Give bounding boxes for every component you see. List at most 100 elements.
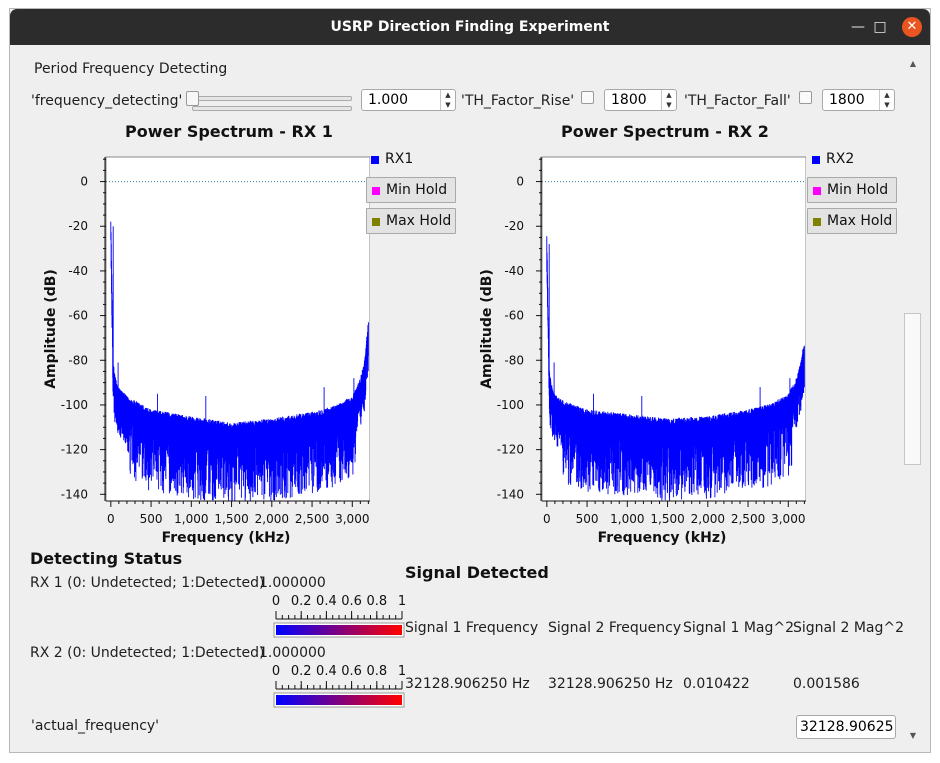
scale-tick-label: 0.6 (341, 664, 362, 679)
y-tick-label: -40 (68, 264, 88, 278)
x-tick-label: 1,000 (610, 512, 644, 526)
signal-detected-heading: Signal Detected (405, 563, 549, 582)
x-tick-label: 3,000 (335, 512, 369, 526)
y-axis-title: Amplitude (dB) (479, 269, 495, 389)
legend-label: RX2 (826, 151, 855, 167)
actual-frequency-value: 32128.90625 (800, 719, 894, 735)
y-tick-label: -100 (61, 398, 88, 412)
y-tick-label: 0 (516, 175, 524, 189)
scale-tick-label: 0.8 (366, 594, 387, 609)
legend-swatch (813, 187, 821, 195)
scale-tick-label: 0 (272, 664, 280, 679)
th-rise-checkbox[interactable] (581, 91, 594, 104)
y-axis-title: Amplitude (dB) (43, 269, 59, 389)
legend-min-hold-rx1[interactable]: Min Hold (366, 177, 456, 203)
scale-tick-label: 1 (398, 664, 406, 679)
level-bar-fill (276, 625, 402, 635)
legend-max-hold-rx2[interactable]: Max Hold (807, 208, 897, 234)
signal2-frequency-header: Signal 2 Frequency (548, 620, 682, 636)
rx2-spectrum-plot[interactable]: 0 -20 -40 -60 -80 -100 -120 -140 0 500 1,000 1,500 2… (460, 145, 806, 555)
signal1-mag-header: Signal 1 Mag^2 (683, 620, 794, 636)
vertical-scrollbar[interactable]: ▲ ▼ (904, 57, 922, 747)
y-tick-label: -120 (61, 443, 88, 457)
scale-tick-label: 0.4 (316, 594, 337, 609)
scrollbar-thumb[interactable] (904, 313, 921, 465)
detecting-status-heading: Detecting Status (30, 549, 183, 568)
th-rise-spinbox[interactable]: 1800 ▲ ▼ (604, 89, 677, 111)
minimize-icon[interactable]: — (851, 19, 865, 35)
signal1-frequency-value: 32128.906250 Hz (405, 676, 530, 692)
scale-tick-label: 0.6 (341, 594, 362, 609)
legend-swatch (813, 218, 821, 226)
signal2-mag-header: Signal 2 Mag^2 (793, 620, 904, 636)
x-tick-label: 2,000 (255, 512, 289, 526)
spectrum-trace-RX2 (546, 236, 805, 501)
x-tick-label: 2,000 (691, 512, 725, 526)
maximize-icon[interactable]: □ (873, 19, 887, 35)
slider-groove-lower (192, 106, 352, 111)
frequency-detecting-value: 1.000 (368, 92, 409, 108)
y-tick-label: -60 (68, 309, 88, 323)
legend-label: Max Hold (386, 213, 452, 229)
spin-arrows-icon[interactable]: ▲ ▼ (440, 90, 455, 110)
x-tick-label: 1,500 (214, 512, 248, 526)
legend-max-hold-rx1[interactable]: Max Hold (366, 208, 456, 234)
x-tick-label: 500 (140, 512, 163, 526)
scale-tick-label: 0.2 (291, 664, 312, 679)
scale-tick-label: 1 (398, 594, 406, 609)
y-tick-label: -80 (68, 353, 88, 367)
spin-arrows-icon[interactable]: ▲ ▼ (879, 90, 894, 110)
y-tick-label: -40 (504, 264, 524, 278)
x-axis-title: Frequency (kHz) (598, 530, 727, 546)
slider-handle[interactable] (186, 91, 199, 106)
slider-groove (192, 96, 352, 101)
rx1-status-value: 1.000000 (259, 575, 326, 591)
scroll-up-icon[interactable]: ▲ (909, 59, 917, 68)
y-tick-label: -80 (504, 353, 524, 367)
legend-rx1[interactable]: RX1 (366, 147, 456, 173)
legend-label: Max Hold (827, 213, 893, 229)
rx1-spectrum-plot[interactable]: 0 -20 -40 -60 -80 -100 -120 -140 0 500 1,000 1,500 2… (24, 145, 370, 555)
x-tick-label: 2,500 (731, 512, 765, 526)
th-rise-label: 'TH_Factor_Rise' (461, 93, 575, 109)
y-tick-label: -140 (61, 487, 88, 501)
x-tick-label: 0 (107, 512, 115, 526)
y-tick-label: 0 (80, 175, 88, 189)
th-rise-value: 1800 (611, 92, 647, 108)
scale-tick-label: 0.4 (316, 664, 337, 679)
window-title: USRP Direction Finding Experiment (330, 19, 610, 35)
spectrum-trace-RX1 (110, 221, 369, 501)
rx1-plot-title: Power Spectrum - RX 1 (125, 122, 333, 141)
actual-frequency-field[interactable]: 32128.90625 (796, 715, 896, 739)
y-tick-label: -20 (504, 219, 524, 233)
main-window: USRP Direction Finding Experiment — □ ✕ … (9, 8, 931, 753)
th-fall-checkbox[interactable] (799, 91, 812, 104)
y-tick-label: -60 (504, 309, 524, 323)
signal1-mag-value: 0.010422 (683, 676, 750, 692)
frequency-detecting-spinbox[interactable]: 1.000 ▲ ▼ (361, 89, 456, 111)
th-fall-spinbox[interactable]: 1800 ▲ ▼ (822, 89, 895, 111)
legend-min-hold-rx2[interactable]: Min Hold (807, 177, 897, 203)
scale-tick-label: 0.8 (366, 664, 387, 679)
scroll-down-icon[interactable]: ▼ (909, 731, 917, 740)
spin-arrows-icon[interactable]: ▲ ▼ (661, 90, 676, 110)
x-axis-title: Frequency (kHz) (162, 530, 291, 546)
legend-label: Min Hold (827, 182, 889, 198)
rx2-status-value: 1.000000 (259, 645, 326, 661)
y-tick-label: -100 (497, 398, 524, 412)
legend-swatch (372, 187, 380, 195)
legend-rx2[interactable]: RX2 (807, 147, 897, 173)
rx2-status-label: RX 2 (0: Undetected; 1:Detected) (30, 645, 265, 661)
legend-label: Min Hold (386, 182, 448, 198)
frequency-detecting-slider[interactable] (186, 91, 352, 113)
actual-frequency-label: 'actual_frequency' (31, 718, 160, 734)
close-icon[interactable]: ✕ (902, 17, 922, 37)
rx2-plot-title: Power Spectrum - RX 2 (561, 122, 769, 141)
legend-swatch (372, 218, 380, 226)
rx1-status-label: RX 1 (0: Undetected; 1:Detected) (30, 575, 265, 591)
level-bar-fill (276, 695, 402, 705)
scale-tick-label: 0.2 (291, 594, 312, 609)
th-fall-label: 'TH_Factor_Fall' (684, 93, 791, 109)
rx1-level-bar: 0 0.2 0.4 0.6 0.8 1 (272, 594, 406, 638)
group-label: Period Frequency Detecting (34, 61, 228, 77)
